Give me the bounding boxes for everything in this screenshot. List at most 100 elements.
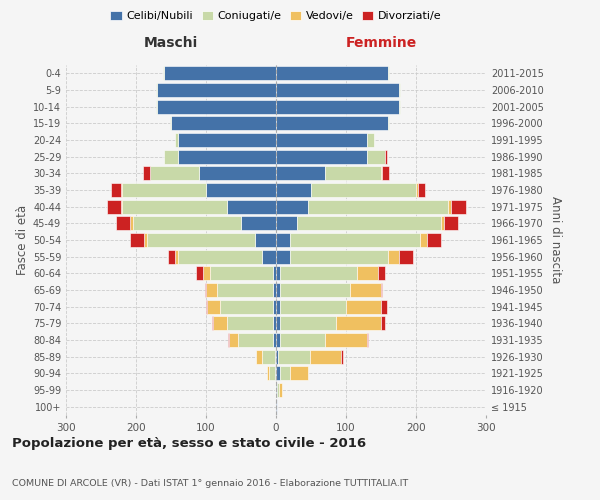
Bar <box>444 216 458 230</box>
Bar <box>276 216 297 230</box>
Text: Popolazione per età, sesso e stato civile - 2016: Popolazione per età, sesso e stato civil… <box>12 437 366 450</box>
Bar <box>116 216 130 230</box>
Bar <box>279 383 283 397</box>
Bar <box>341 350 343 364</box>
Bar <box>276 350 278 364</box>
Bar <box>325 333 367 347</box>
Bar <box>290 250 388 264</box>
Bar <box>427 233 440 247</box>
Bar <box>276 233 290 247</box>
Bar <box>381 316 385 330</box>
Bar <box>385 150 386 164</box>
Bar <box>325 166 381 180</box>
Bar <box>276 183 311 197</box>
Bar <box>280 316 335 330</box>
Y-axis label: Fasce di età: Fasce di età <box>16 205 29 275</box>
Bar <box>269 366 275 380</box>
Bar <box>308 200 448 214</box>
Bar <box>272 316 276 330</box>
Bar <box>280 266 356 280</box>
Bar <box>178 133 276 147</box>
Legend: Celibi/Nubili, Coniugati/e, Vedovi/e, Divorziati/e: Celibi/Nubili, Coniugati/e, Vedovi/e, Di… <box>110 10 442 21</box>
Bar <box>275 366 276 380</box>
Bar <box>157 83 276 97</box>
Bar <box>280 300 346 314</box>
Bar <box>241 216 276 230</box>
Bar <box>143 166 150 180</box>
Bar <box>276 66 388 80</box>
Bar <box>121 183 122 197</box>
Bar <box>275 350 276 364</box>
Bar <box>335 316 381 330</box>
Bar <box>277 383 279 397</box>
Bar <box>346 300 381 314</box>
Bar <box>111 183 121 197</box>
Bar <box>205 283 206 297</box>
Bar <box>377 266 385 280</box>
Bar <box>133 216 241 230</box>
Bar <box>208 300 220 314</box>
Bar <box>213 316 227 330</box>
Bar <box>276 300 280 314</box>
Bar <box>220 300 272 314</box>
Bar <box>122 200 227 214</box>
Bar <box>276 400 277 414</box>
Bar <box>227 200 276 214</box>
Bar <box>276 266 280 280</box>
Bar <box>157 100 276 114</box>
Bar <box>229 333 238 347</box>
Bar <box>367 150 385 164</box>
Bar <box>388 250 398 264</box>
Bar <box>175 133 178 147</box>
Bar <box>381 166 382 180</box>
Bar <box>130 216 133 230</box>
Bar <box>367 133 374 147</box>
Bar <box>276 283 280 297</box>
Bar <box>356 266 377 280</box>
Bar <box>388 116 389 130</box>
Bar <box>228 333 229 347</box>
Bar <box>276 250 290 264</box>
Bar <box>398 100 400 114</box>
Text: Maschi: Maschi <box>144 36 198 50</box>
Bar <box>130 233 144 247</box>
Bar <box>297 216 440 230</box>
Bar <box>276 133 367 147</box>
Bar <box>398 83 400 97</box>
Bar <box>275 383 276 397</box>
Bar <box>206 183 276 197</box>
Bar <box>276 383 277 397</box>
Bar <box>311 183 416 197</box>
Bar <box>164 150 178 164</box>
Y-axis label: Anni di nascita: Anni di nascita <box>549 196 562 284</box>
Bar <box>290 233 419 247</box>
Bar <box>262 350 275 364</box>
Bar <box>256 350 262 364</box>
Bar <box>278 350 310 364</box>
Bar <box>388 66 389 80</box>
Bar <box>121 200 122 214</box>
Bar <box>276 83 398 97</box>
Bar <box>107 200 121 214</box>
Bar <box>155 100 157 114</box>
Bar <box>272 283 276 297</box>
Bar <box>276 100 398 114</box>
Bar <box>163 66 164 80</box>
Bar <box>171 116 276 130</box>
Bar <box>418 183 425 197</box>
Bar <box>175 250 178 264</box>
Bar <box>276 333 280 347</box>
Bar <box>349 283 381 297</box>
Bar <box>255 233 276 247</box>
Bar <box>209 266 272 280</box>
Text: Femmine: Femmine <box>346 36 416 50</box>
Bar <box>217 283 272 297</box>
Bar <box>146 233 255 247</box>
Bar <box>272 300 276 314</box>
Bar <box>276 116 388 130</box>
Bar <box>262 250 276 264</box>
Bar <box>199 166 276 180</box>
Bar <box>170 116 171 130</box>
Text: COMUNE DI ARCOLE (VR) - Dati ISTAT 1° gennaio 2016 - Elaborazione TUTTITALIA.IT: COMUNE DI ARCOLE (VR) - Dati ISTAT 1° ge… <box>12 478 408 488</box>
Bar <box>164 66 276 80</box>
